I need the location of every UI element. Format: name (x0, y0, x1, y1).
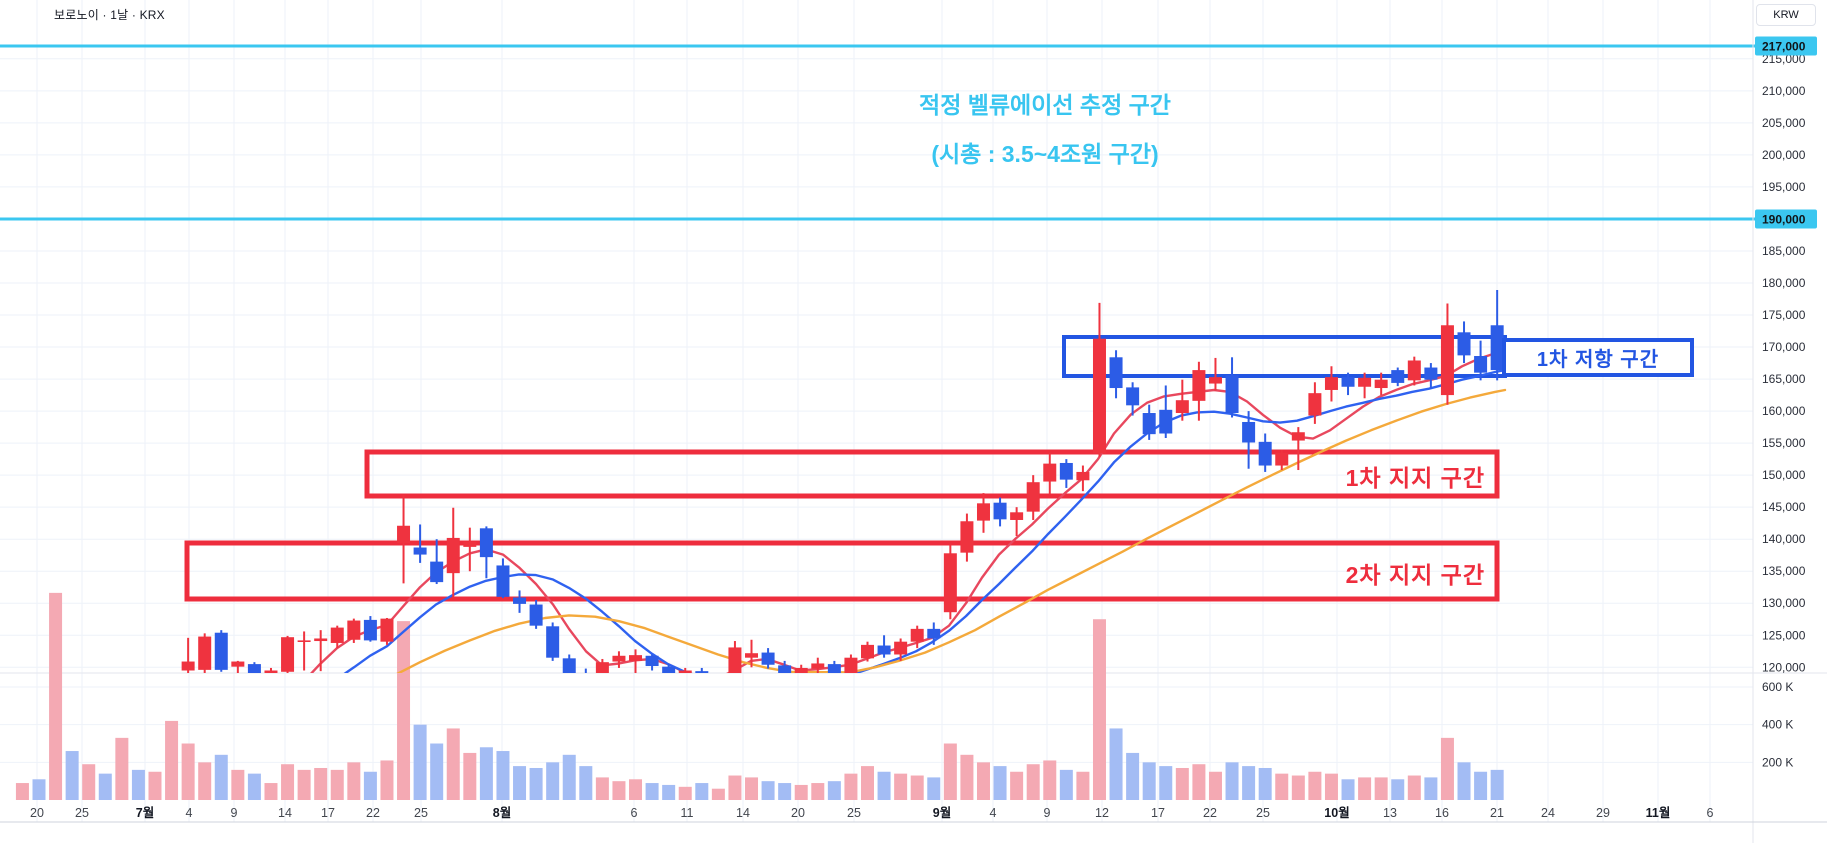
svg-text:600 K: 600 K (1762, 680, 1793, 694)
svg-text:160,000: 160,000 (1762, 404, 1806, 418)
support-zone-2 (184, 540, 1500, 602)
support-zone-2-label: 2차 지지 구간 (1345, 562, 1485, 588)
svg-text:150,000: 150,000 (1762, 468, 1806, 482)
svg-text:22: 22 (1203, 806, 1217, 820)
svg-text:21: 21 (1490, 806, 1504, 820)
svg-text:4: 4 (990, 806, 997, 820)
svg-text:8월: 8월 (493, 805, 511, 820)
svg-text:6: 6 (631, 806, 638, 820)
svg-text:4: 4 (186, 806, 193, 820)
svg-text:24: 24 (1541, 806, 1555, 820)
svg-text:16: 16 (1435, 806, 1449, 820)
svg-text:14: 14 (736, 806, 750, 820)
svg-text:17: 17 (1151, 806, 1165, 820)
svg-text:22: 22 (366, 806, 380, 820)
svg-text:6: 6 (1707, 806, 1714, 820)
svg-text:7월: 7월 (136, 805, 154, 820)
svg-text:25: 25 (1256, 806, 1270, 820)
svg-text:210,000: 210,000 (1762, 84, 1806, 98)
volume-bars (15, 592, 1504, 800)
svg-text:180,000: 180,000 (1762, 276, 1806, 290)
ma-mid (343, 368, 1507, 673)
svg-text:175,000: 175,000 (1762, 308, 1806, 322)
svg-text:10월: 10월 (1324, 805, 1349, 820)
candles (181, 290, 1504, 673)
svg-text:20: 20 (791, 806, 805, 820)
ma-slow (396, 388, 1507, 673)
price-level-tag (1755, 36, 1817, 56)
svg-text:185,000: 185,000 (1762, 244, 1806, 258)
valuation-annotation-line2: (시총 : 3.5~4조원 구간) (931, 141, 1159, 167)
svg-text:120,000: 120,000 (1762, 660, 1806, 674)
moving-averages (310, 350, 1507, 673)
symbol-title[interactable]: 보로노이 · 1날 · KRX (54, 8, 165, 22)
svg-text:165,000: 165,000 (1762, 372, 1806, 386)
svg-text:195,000: 195,000 (1762, 180, 1806, 194)
price-axis[interactable]: 215,000210,000205,000200,000195,000185,0… (1755, 36, 1817, 770)
gridlines (0, 0, 1753, 822)
svg-text:9: 9 (1044, 806, 1051, 820)
svg-text:9: 9 (231, 806, 238, 820)
svg-text:25: 25 (75, 806, 89, 820)
price-level-tag (1755, 209, 1817, 229)
svg-text:400 K: 400 K (1762, 718, 1793, 732)
svg-text:12: 12 (1095, 806, 1109, 820)
svg-text:205,000: 205,000 (1762, 116, 1806, 130)
svg-text:9월: 9월 (933, 805, 951, 820)
support-zone-1-label: 1차 지지 구간 (1345, 465, 1485, 491)
svg-text:25: 25 (414, 806, 428, 820)
svg-text:190,000: 190,000 (1762, 212, 1806, 226)
svg-text:20: 20 (30, 806, 44, 820)
svg-text:11: 11 (681, 806, 694, 820)
svg-text:145,000: 145,000 (1762, 500, 1806, 514)
time-axis[interactable]: 20 25 7월 4 9 14 17 22 25 8월 6 11 14 20 25 9월 4 9 12 17 22 25 1… (30, 805, 1713, 820)
svg-text:155,000: 155,000 (1762, 436, 1806, 450)
support-zone-1 (364, 449, 1500, 499)
svg-text:29: 29 (1596, 806, 1610, 820)
svg-text:130,000: 130,000 (1762, 596, 1806, 610)
svg-text:140,000: 140,000 (1762, 532, 1806, 546)
svg-text:17: 17 (321, 806, 335, 820)
valuation-level-lines (0, 44, 1755, 221)
svg-text:125,000: 125,000 (1762, 628, 1806, 642)
ma-fast (310, 350, 1507, 673)
svg-text:11월: 11월 (1646, 805, 1671, 820)
svg-text:200 K: 200 K (1762, 755, 1793, 769)
valuation-annotation-line1: 적정 벨류에이선 추정 구간 (919, 92, 1171, 118)
svg-text:14: 14 (278, 806, 292, 820)
currency-button[interactable]: KRW (1756, 4, 1816, 26)
svg-text:13: 13 (1383, 806, 1397, 820)
svg-text:170,000: 170,000 (1762, 340, 1806, 354)
svg-text:25: 25 (847, 806, 861, 820)
svg-text:200,000: 200,000 (1762, 148, 1806, 162)
resistance-zone-label: 1차 저항 구간 (1502, 338, 1694, 377)
svg-text:135,000: 135,000 (1762, 564, 1806, 578)
svg-text:217,000: 217,000 (1762, 40, 1806, 54)
